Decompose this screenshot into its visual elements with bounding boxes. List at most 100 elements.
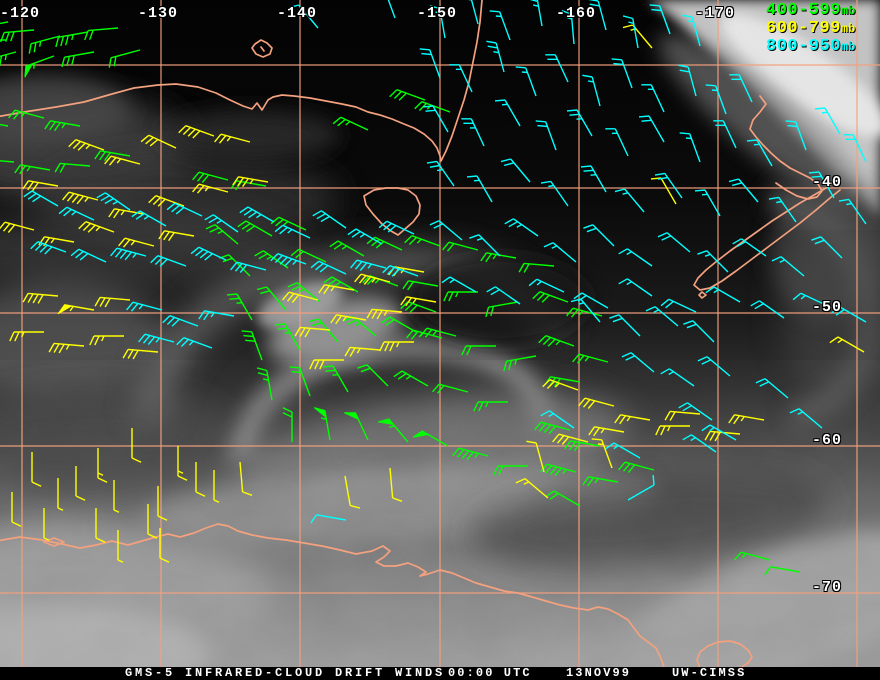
wind-barb [429,5,446,39]
wind-barb [503,355,537,372]
wind-barb [148,195,185,207]
wind-barb [48,342,85,354]
wind-barb [655,425,690,436]
wind-barb [614,414,651,425]
wind-barb [466,175,493,203]
wind-barb [402,280,439,291]
wind-barb [792,292,829,307]
wind-barb [294,326,331,338]
legend-range: 600-799 [766,19,841,38]
wind-barb-flag [57,304,73,315]
coastline-tasmania [363,187,421,236]
wind-barb [322,365,349,393]
longitude-label: -150 [417,5,458,22]
wind-barb [158,230,195,242]
wind-barb [44,120,81,132]
wind-barb [312,210,347,229]
wind-barb [8,109,45,120]
longitude-label: -140 [277,5,318,22]
wind-barb [274,323,301,351]
wind-barb [645,306,679,327]
wind-barb [43,508,50,541]
wind-barb [580,165,607,193]
wind-barb [420,327,457,338]
wind-barb [330,314,367,325]
wind-barb [162,315,199,327]
wind-barb [469,234,501,257]
wind-barb-flag [24,62,34,78]
wind-barb [232,176,269,188]
wind-barb [75,466,86,501]
wind-barb-layer [0,0,867,576]
wind-barb [310,260,347,275]
wind-barb [713,120,737,149]
wind-barb [591,438,613,469]
wind-barb [829,336,865,353]
wind-barb [485,301,519,318]
wind-barb [622,15,639,49]
wind-barb [94,150,131,162]
wind-barb [701,424,737,441]
wind-barb [226,293,253,321]
wind-barb [518,262,555,273]
wind-barb [0,29,35,43]
wind-barb [582,74,601,107]
wind-barb [650,177,677,205]
wind-barb [660,368,695,387]
wind-barb [309,359,344,370]
wind-barb [545,54,569,83]
legend-range: 400-599 [766,1,841,20]
wind-barb [728,178,759,203]
wind-barb [126,301,163,312]
wind-barb [605,442,641,459]
latitude-label: -60 [812,432,843,449]
wind-barb [657,232,691,253]
wind-barb [534,421,571,435]
wind-barb [831,306,867,323]
wind-barb-flag [412,430,430,438]
wind-barb [461,118,485,147]
wind-barb [256,286,287,311]
wind-barb [270,253,307,267]
wind-barb [104,155,141,166]
wind-barb [239,206,275,223]
wind-barb [198,310,235,321]
wind-barb [95,508,106,543]
wind-barb [515,478,549,499]
legend-item: 800-950mb [766,37,855,56]
wind-barb [768,196,797,223]
wind-barb [256,367,273,401]
wind-barb [0,221,35,233]
wind-barb [192,171,229,183]
wind-barb [140,134,177,149]
wind-barb [683,320,715,343]
longitude-label: -120 [0,5,41,22]
wind-barb [532,291,569,303]
wind-barb [573,292,609,309]
wind-barb [771,256,805,277]
wind-barb [679,132,701,163]
wind-barb [682,14,701,47]
legend-item: 600-799mb [766,19,855,38]
wind-barb [89,335,124,346]
wind-barb [0,21,9,25]
wind-barb [566,109,593,137]
wind-barb [213,470,220,503]
wind-barb [94,296,131,308]
wind-barb [14,164,51,175]
wind-barb [122,348,159,360]
latitude-label: -70 [812,579,843,596]
wind-barb [9,331,44,342]
wind-barb [354,273,391,285]
wind-barb-flag [344,412,360,421]
wind-barb [192,183,229,194]
wind-barb [157,486,168,521]
wind-barb [30,241,67,255]
wind-barb [239,461,253,496]
wind-barb [11,492,22,527]
status-bar: GMS-5 INFRARED-CLOUD DRIFT WINDS 00:00 U… [0,667,880,680]
wind-barb [746,139,773,167]
wind-barb [572,353,609,364]
wind-barb [214,133,251,144]
wind-barb [274,224,311,239]
